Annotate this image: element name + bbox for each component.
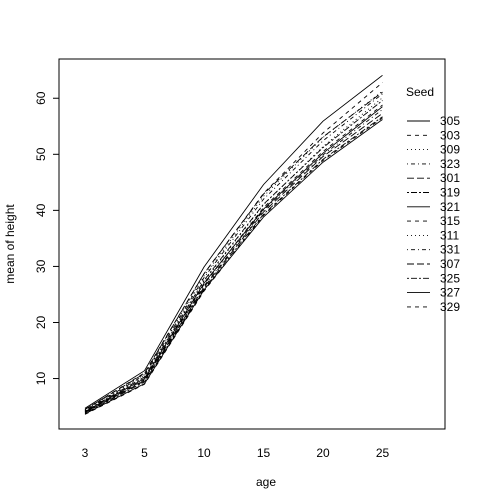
x-tick-label: 10 bbox=[197, 446, 211, 460]
y-tick-label: 20 bbox=[34, 315, 48, 329]
series-line-319 bbox=[84, 100, 383, 412]
legend-label-319: 319 bbox=[440, 186, 460, 200]
series-line-309 bbox=[84, 90, 383, 411]
series-line-307 bbox=[84, 113, 383, 414]
x-axis-title: age bbox=[256, 475, 276, 489]
y-axis-title: mean of height bbox=[3, 204, 17, 284]
legend-label-311: 311 bbox=[440, 228, 459, 242]
series-line-301 bbox=[84, 91, 383, 410]
legend-label-303: 303 bbox=[440, 128, 460, 142]
series-line-327 bbox=[84, 119, 383, 415]
x-tick-label: 20 bbox=[316, 446, 330, 460]
y-axis: 10 20 30 40 50 60 bbox=[34, 91, 59, 385]
y-tick-label: 40 bbox=[34, 203, 48, 217]
legend-title: Seed bbox=[406, 85, 434, 99]
series-line-325 bbox=[84, 116, 383, 414]
legend-label-305: 305 bbox=[440, 114, 460, 128]
series-lines bbox=[84, 74, 383, 415]
legend-label-325: 325 bbox=[440, 271, 460, 285]
x-tick-label: 15 bbox=[257, 446, 271, 460]
x-tick-label: 5 bbox=[141, 446, 148, 460]
series-line-311 bbox=[84, 97, 383, 412]
x-axis: 3 5 10 15 20 25 bbox=[82, 446, 390, 460]
legend-label-315: 315 bbox=[440, 214, 460, 228]
legend-label-331: 331 bbox=[440, 243, 460, 257]
legend-label-321: 321 bbox=[440, 200, 460, 214]
y-tick-label: 10 bbox=[34, 372, 48, 386]
series-line-315 bbox=[84, 104, 383, 413]
legend-label-301: 301 bbox=[440, 171, 460, 185]
series-line-331 bbox=[84, 109, 383, 413]
plot-frame bbox=[58, 58, 446, 430]
x-tick-label: 25 bbox=[376, 446, 390, 460]
legend-label-307: 307 bbox=[440, 257, 460, 271]
legend-label-329: 329 bbox=[440, 300, 460, 314]
y-tick-label: 60 bbox=[34, 91, 48, 105]
series-line-321 bbox=[84, 106, 383, 412]
legend-label-327: 327 bbox=[440, 286, 460, 300]
x-tick-label: 3 bbox=[82, 446, 89, 460]
series-line-305 bbox=[84, 74, 383, 409]
legend-label-323: 323 bbox=[440, 157, 460, 171]
y-tick-label: 50 bbox=[34, 147, 48, 161]
legend: Seed 30530330932330131932131531133130732… bbox=[406, 85, 460, 314]
series-line-329 bbox=[84, 117, 383, 415]
legend-label-309: 309 bbox=[440, 143, 460, 157]
y-tick-label: 30 bbox=[34, 259, 48, 273]
